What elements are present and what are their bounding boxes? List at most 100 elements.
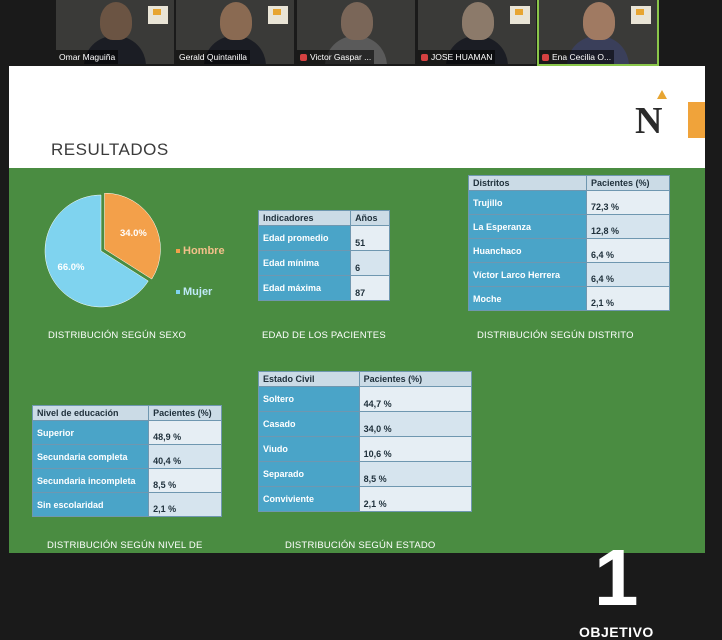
education-table: Nivel de educación Pacientes (%) Superior 4… [31,405,222,517]
row-value: 2,1 % [148,492,222,517]
participant-strip: Omar Maguiña Gerald Quintanilla Victor G… [0,0,722,66]
row-label: La Esperanza [467,214,588,239]
slide-title: RESULTADOS [51,140,169,159]
pie-slice-mujer [44,194,149,308]
row-value: 10,6 % [358,436,473,462]
results-panel: 34.0% 66.0% Hombre Mujer DISTRIBUCIÓN SE… [9,168,705,640]
row-value: 48,9 % [148,420,222,445]
table-row: Edad promedio 51 [257,225,390,251]
muted-mic-icon [542,54,549,62]
legend-mujer: Mujer [176,286,212,298]
sex-pie-chart: 34.0% 66.0% [44,193,161,308]
participant-tile[interactable]: Victor Gaspar ... [297,0,415,64]
table-header: Nivel de educación [31,405,150,421]
row-label: Casado [258,411,360,437]
row-label: Superior [31,420,150,445]
district-table: Distritos Pacientes (%) Trujillo 72,3 % La E… [467,175,670,311]
row-label: Soltero [258,386,360,412]
table-header: Indicadores [257,210,352,226]
row-label: Secundaria incompleta [31,468,150,493]
table-row: Secundaria completa 40,4 % [31,444,222,469]
table-row: Edad máxima 87 [257,275,390,301]
pie-slice-hombre [104,193,161,280]
table-header: Distritos [467,175,588,191]
participant-tile[interactable]: Omar Maguiña [56,0,174,64]
civil-caption: DISTRIBUCIÓN SEGÚN ESTADO [285,540,436,551]
row-value: 2,1 % [358,486,473,512]
row-label: Conviviente [258,486,360,512]
participant-name: Victor Gaspar ... [310,52,372,62]
row-label: Huanchaco [467,238,588,263]
row-label: Trujillo [467,190,588,215]
row-label: Separado [258,461,360,487]
age-caption: EDAD DE LOS PACIENTES [262,330,386,341]
sex-caption: DISTRIBUCIÓN SEGÚN SEXO [48,330,187,341]
shared-slide: RESULTADOS N 34.0% 66.0% Hombre Mujer DI… [9,66,705,640]
muted-mic-icon [421,54,428,62]
civil-status-table: Estado Civil Pacientes (%) Soltero 44,7 % Ca… [258,371,473,512]
participant-tile[interactable]: Gerald Quintanilla [176,0,294,64]
pie-label-hombre: 34.0% [120,228,147,239]
legend-swatch [176,249,180,254]
legend-swatch [176,290,180,295]
participant-tile[interactable]: JOSE HUAMAN [418,0,536,64]
age-table: Indicadores Años Edad promedio 51 Edad mínim… [257,210,390,301]
row-value: 6,4 % [586,262,670,287]
row-label: Edad promedio [257,225,352,251]
table-row: La Esperanza 12,8 % [467,214,670,239]
objective-label: OBJETIVO [579,624,654,640]
row-label: Moche [467,286,588,311]
row-label: Sin escolaridad [31,492,150,517]
table-row: Soltero 44,7 % [258,386,473,412]
district-caption: DISTRIBUCIÓN SEGÚN DISTRITO [477,330,634,341]
table-row: Edad mínima 6 [257,250,390,276]
table-row: Sin escolaridad 2,1 % [31,492,222,517]
row-value: 72,3 % [586,190,670,215]
table-row: Trujillo 72,3 % [467,190,670,215]
table-header: Años [350,210,390,226]
row-label: Edad mínima [257,250,352,276]
row-value: 6 [350,250,390,276]
legend-hombre: Hombre [176,245,225,257]
row-value: 8,5 % [148,468,222,493]
university-logo: N [635,90,679,140]
table-header: Estado Civil [258,371,360,387]
row-value: 87 [350,275,390,301]
table-row: Huanchaco 6,4 % [467,238,670,263]
table-row: Superior 48,9 % [31,420,222,445]
institution-badge [631,6,651,24]
education-caption: DISTRIBUCIÓN SEGÚN NIVEL DE [47,540,203,551]
slide-header: RESULTADOS N [9,66,705,168]
institution-badge [268,6,288,24]
row-value: 34,0 % [358,411,473,437]
muted-mic-icon [300,54,307,62]
table-row: Viudo 10,6 % [258,436,473,462]
table-row: Moche 2,1 % [467,286,670,311]
row-value: 6,4 % [586,238,670,263]
table-header: Pacientes (%) [586,175,670,191]
table-header: Pacientes (%) [358,371,473,387]
participant-name: Gerald Quintanilla [179,52,248,62]
row-label: Viudo [258,436,360,462]
participant-name: JOSE HUAMAN [431,52,493,62]
pie-label-mujer: 66.0% [58,262,85,273]
participant-tile-active[interactable]: Ena Cecilia O... [537,0,659,66]
institution-badge [510,6,530,24]
row-value: 51 [350,225,390,251]
row-value: 12,8 % [586,214,670,239]
row-value: 2,1 % [586,286,670,311]
table-row: Conviviente 2,1 % [258,486,473,512]
row-value: 40,4 % [148,444,222,469]
row-label: Secundaria completa [31,444,150,469]
objective-number: 1 [594,533,639,622]
participant-name: Ena Cecilia O... [552,52,612,62]
table-row: Víctor Larco Herrera 6,4 % [467,262,670,287]
row-label: Edad máxima [257,275,352,301]
table-header: Pacientes (%) [148,405,222,421]
table-row: Casado 34,0 % [258,411,473,437]
participant-name: Omar Maguiña [59,52,116,62]
table-row: Separado 8,5 % [258,461,473,487]
institution-badge [148,6,168,24]
row-value: 8,5 % [358,461,473,487]
accent-bar [688,102,705,138]
